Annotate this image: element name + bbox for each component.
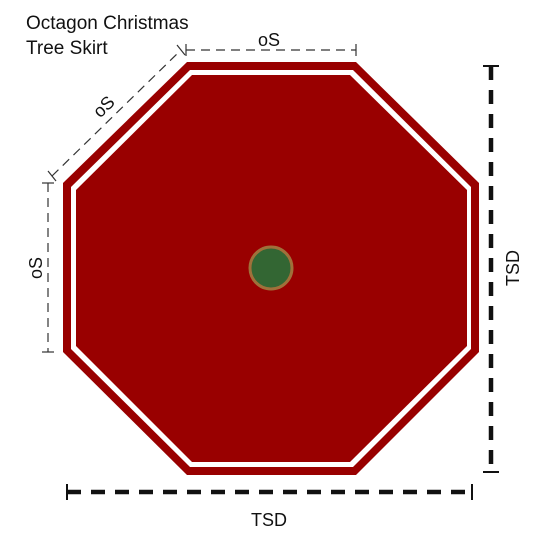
title-line-2: Tree Skirt <box>26 38 108 59</box>
left-side-label: oS <box>26 257 46 279</box>
diagonal-side-dimension <box>47 44 186 182</box>
left-side-dimension <box>42 182 54 353</box>
diagonal-side-label: oS <box>89 92 119 122</box>
center-tree-hole <box>248 245 294 291</box>
right-tsd-label: TSD <box>503 250 523 286</box>
bottom-tsd-label: TSD <box>251 510 287 530</box>
right-tsd-dimension <box>483 65 499 473</box>
bottom-tsd-dimension <box>66 484 473 500</box>
top-side-label: oS <box>258 30 280 50</box>
title-line-1: Octagon Christmas <box>26 13 189 34</box>
top-side-dimension <box>185 44 357 56</box>
